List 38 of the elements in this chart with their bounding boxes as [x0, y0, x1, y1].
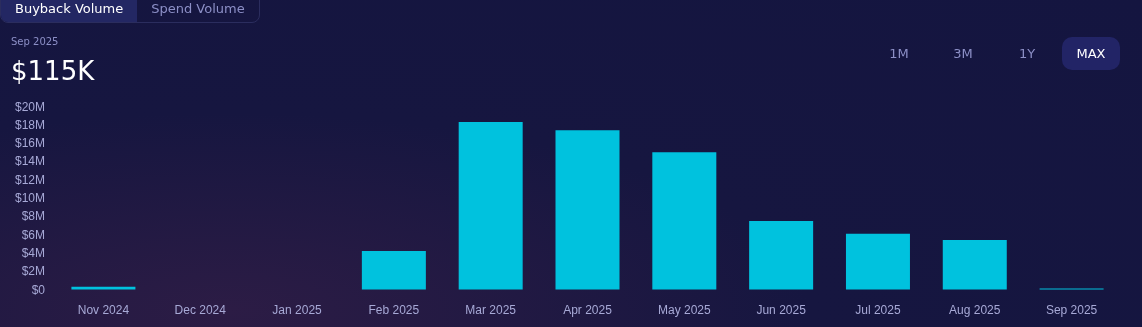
x-tick-label: Nov 2024	[77, 302, 130, 317]
x-tick-label: Dec 2024	[174, 302, 227, 317]
bar	[555, 130, 620, 290]
chart-subtitle: Sep 2025	[11, 36, 59, 47]
x-tick-label: Jun 2025	[756, 302, 807, 317]
x-tick-label: May 2025	[657, 302, 711, 317]
y-tick-label: $6M	[21, 227, 45, 242]
x-tick-label: Apr 2025	[563, 302, 613, 317]
y-tick-label: $18M	[14, 117, 45, 132]
text: 1Y	[1017, 45, 1037, 63]
bar	[845, 233, 910, 290]
y-tick-label: $0	[31, 282, 46, 297]
chart-title: $115K	[11, 56, 95, 86]
y-tick-label: $16M	[14, 136, 45, 151]
y-tick-label: $10M	[14, 191, 45, 205]
text: 3M	[952, 45, 974, 63]
bar	[71, 286, 136, 290]
y-tick-label: $14M	[14, 154, 45, 169]
x-tick-label: Jan 2025	[272, 302, 323, 317]
y-tick-label: $2M	[21, 264, 45, 279]
text: Buyback Volume	[1, 0, 138, 22]
text: 1M	[888, 45, 910, 63]
text: MAX	[1062, 37, 1120, 70]
bar	[361, 251, 426, 290]
x-tick-label: Sep 2025	[1045, 302, 1098, 317]
y-tick-label: $4M	[21, 245, 45, 260]
text: Spend Volume	[150, 0, 246, 18]
x-tick-label: Aug 2025	[949, 302, 1001, 317]
bar	[458, 122, 523, 290]
bar	[652, 152, 717, 290]
x-tick-label: Feb 2025	[368, 302, 420, 317]
y-tick-label: $8M	[21, 209, 45, 224]
bar	[942, 240, 1007, 290]
y-tick-label: $12M	[14, 172, 45, 187]
y-tick-label: $20M	[14, 99, 45, 114]
bar	[749, 220, 814, 290]
x-tick-label: Mar 2025	[465, 302, 517, 317]
x-tick-label: Jul 2025	[855, 302, 901, 317]
